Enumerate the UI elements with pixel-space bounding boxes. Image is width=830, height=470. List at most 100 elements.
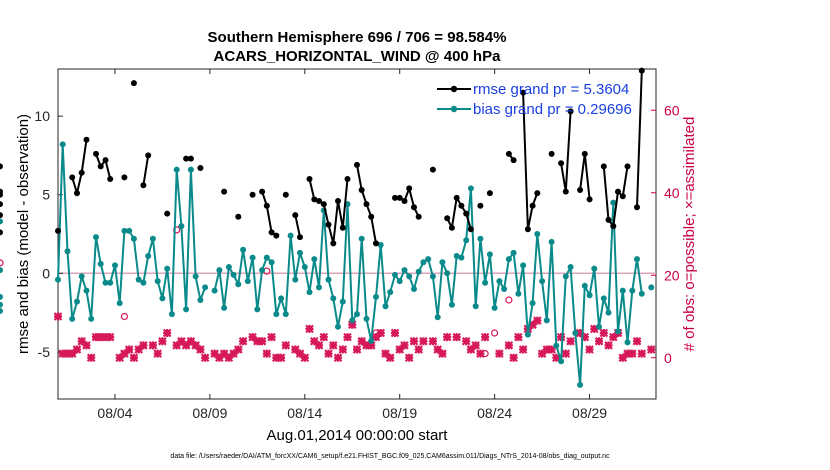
x-ticks: 08/04 08/09 08/14 08/19 08/24 08/29 <box>97 69 607 421</box>
obs-assimilated-point <box>390 328 400 338</box>
obs-assimilated-point <box>542 345 552 354</box>
bias-point <box>648 284 655 291</box>
bias-point <box>387 289 394 296</box>
rmse-point <box>316 198 322 204</box>
legend-rmse-label: rmse grand pr = 5.3604 <box>473 81 629 98</box>
bias-point <box>434 314 441 321</box>
bias-point <box>482 279 489 286</box>
obs-assimilated-point <box>466 345 476 354</box>
obs-assimilated-point <box>300 353 310 363</box>
bias-point <box>534 231 541 237</box>
obs-assimilated-point <box>533 316 542 325</box>
obs-assimilated-point <box>281 341 291 350</box>
rmse-point <box>140 182 147 189</box>
bias-point <box>64 248 71 255</box>
bias-point <box>520 262 527 269</box>
x-tick-label: 08/04 <box>97 405 132 421</box>
bias-point <box>463 237 470 244</box>
obs-assimilated-point <box>124 345 134 354</box>
rmse-point <box>477 202 484 209</box>
bias-point <box>311 256 318 263</box>
rmse-point <box>453 194 460 201</box>
obs-assimilated-point <box>291 345 300 354</box>
obs-assimilated-point <box>238 336 248 346</box>
chart-title-line-1: Southern Hemisphere 696 / 706 = 98.584% <box>208 29 507 46</box>
obs-assimilated-point <box>191 341 200 350</box>
bias-point <box>0 308 3 314</box>
obs-assimilated-point <box>343 332 352 342</box>
obs-assimilated-point <box>514 332 523 342</box>
obs-assimilated-point <box>129 353 139 363</box>
bias-point <box>211 287 218 294</box>
bias-point <box>553 342 560 349</box>
bias-point <box>382 303 389 310</box>
rmse-point <box>520 89 527 96</box>
obs-assimilated-point <box>632 336 642 346</box>
bias-point <box>0 267 3 274</box>
bias-point <box>373 293 379 300</box>
obs-assimilated-point <box>604 341 613 350</box>
rmse-line <box>95 153 112 180</box>
obs-assimilated-point <box>395 345 404 354</box>
bias-point <box>102 279 109 286</box>
obs-assimilated-point <box>158 336 167 346</box>
bias-point <box>363 315 370 322</box>
bias-point <box>235 281 242 288</box>
obs-assimilated-point <box>177 336 186 346</box>
rmse-point <box>93 150 99 157</box>
rmse-point <box>392 194 398 201</box>
bias-point <box>339 298 346 305</box>
rmse-point <box>311 196 318 203</box>
rmse-point <box>558 160 565 167</box>
bias-point <box>600 295 607 302</box>
bias-point <box>278 295 285 302</box>
x-tick-label: 08/19 <box>382 405 417 421</box>
obs-assimilated-point <box>248 332 257 342</box>
rmse-point <box>344 176 351 182</box>
obs-assimilated-point <box>637 349 647 358</box>
y-tick-label: 10 <box>34 108 50 124</box>
bias-point <box>354 311 360 318</box>
data-file-footnote: data file: /Users/raeder/DAI/ATM_forcXX/… <box>170 453 610 460</box>
bias-point <box>202 284 209 291</box>
obs-assimilated-point <box>72 345 82 354</box>
rmse-point <box>529 202 536 209</box>
bias-point <box>135 276 142 283</box>
bias-point <box>78 273 85 280</box>
bias-point <box>116 300 123 307</box>
rmse-point <box>581 150 588 157</box>
rmse-point <box>130 80 137 87</box>
rmse-point <box>97 163 104 170</box>
obs-assimilated-point <box>200 353 210 363</box>
rmse-point <box>339 224 346 231</box>
obs-assimilated-point <box>566 336 575 346</box>
rmse-point <box>615 188 621 195</box>
bias-point <box>316 284 322 291</box>
bias-point <box>577 381 584 388</box>
rmse-point <box>102 157 109 164</box>
bias-point <box>638 290 645 297</box>
bias-point <box>173 166 180 173</box>
obs-assimilated-point <box>257 336 267 346</box>
obs-assimilated-point <box>272 353 281 363</box>
bias-point <box>496 278 503 285</box>
bias-point <box>230 271 237 278</box>
x-tick-label: 08/29 <box>572 405 607 421</box>
obs-assimilated-point <box>537 349 547 358</box>
bias-point <box>59 141 66 148</box>
bias-point <box>505 256 512 263</box>
rmse-point <box>586 196 593 203</box>
obs-possible-point <box>491 329 499 337</box>
y2-tick-label: 20 <box>664 267 680 283</box>
rmse-point <box>55 227 61 234</box>
rmse-point <box>0 191 3 198</box>
obs-assimilated-point <box>618 353 628 363</box>
obs-assimilated-point <box>67 349 77 358</box>
obs-assimilated-point <box>186 336 196 346</box>
obs-assimilated-point <box>400 341 409 350</box>
bias-point <box>543 317 550 324</box>
obs-assimilated-point <box>552 353 561 363</box>
bias-point <box>192 273 199 280</box>
obs-assimilated-point <box>381 349 390 358</box>
rmse-point <box>548 150 555 157</box>
